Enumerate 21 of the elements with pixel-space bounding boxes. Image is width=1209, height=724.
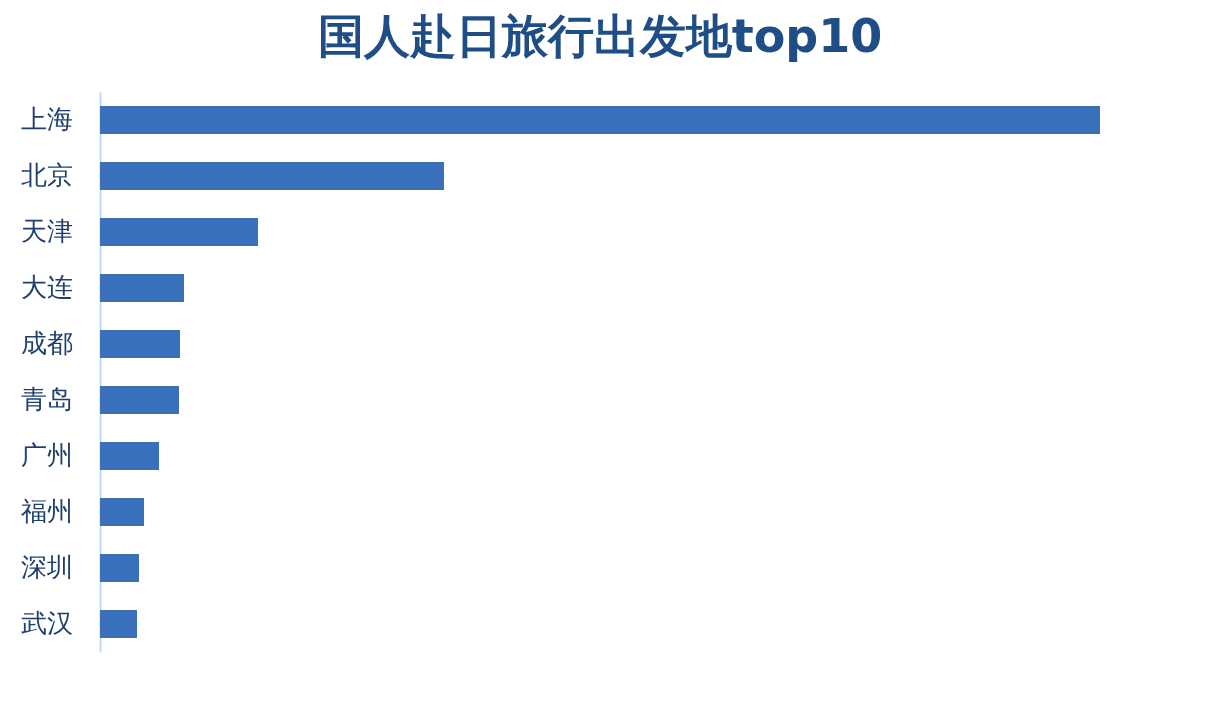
- bar: [100, 330, 180, 358]
- y-tick-label: 北京: [20, 160, 73, 190]
- y-tick-label: 成都: [20, 328, 73, 358]
- bar: [100, 498, 144, 526]
- y-tick-label: 福州: [20, 496, 73, 526]
- y-tick-label: 大连: [20, 272, 73, 302]
- bar: [100, 106, 1100, 134]
- y-tick-label: 深圳: [20, 552, 73, 582]
- bar: [100, 442, 159, 470]
- y-tick-label: 天津: [20, 216, 73, 246]
- y-tick-label: 青岛: [20, 384, 73, 414]
- bar: [100, 554, 139, 582]
- bar: [100, 274, 184, 302]
- bar: [100, 218, 258, 246]
- y-tick-label: 上海: [20, 104, 73, 134]
- y-tick-label: 武汉: [20, 608, 73, 638]
- bar: [100, 610, 137, 638]
- y-tick-label: 广州: [20, 440, 73, 470]
- bar: [100, 162, 444, 190]
- chart-title: 国人赴日旅行出发地top10: [317, 9, 883, 63]
- bar: [100, 386, 179, 414]
